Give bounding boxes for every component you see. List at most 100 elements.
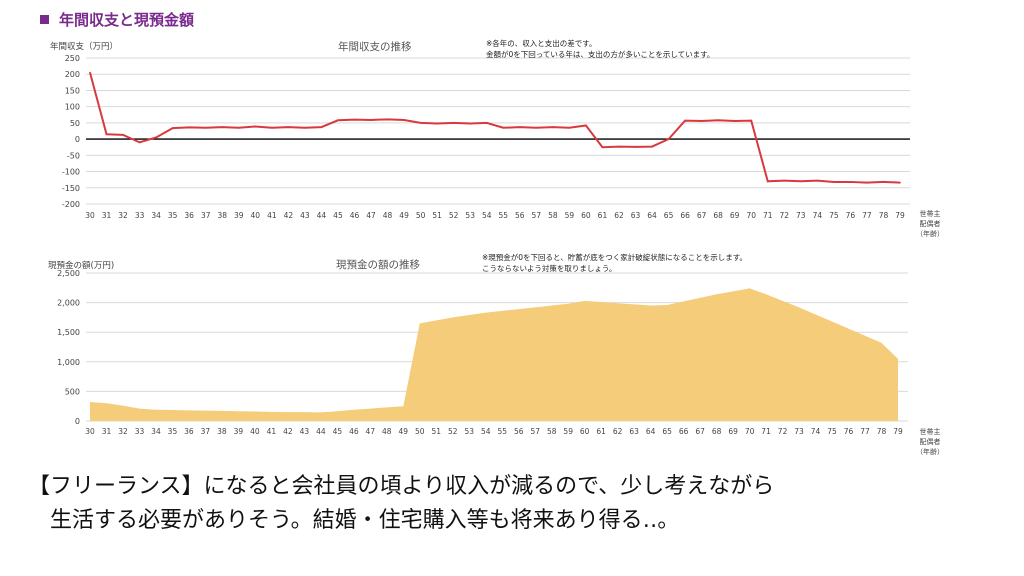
x-tick-label: 44	[316, 427, 326, 436]
x-tick-label: 46	[349, 427, 359, 436]
x-tick-label: 40	[251, 211, 261, 220]
x-tick-label: 53	[465, 211, 475, 220]
data-point	[436, 122, 438, 125]
x-tick-label: 36	[184, 211, 194, 220]
x-tick-label: 71	[761, 427, 771, 436]
y-tick-label: 1,000	[57, 358, 80, 367]
x-tick-label: 32	[118, 427, 128, 436]
data-point	[899, 181, 901, 184]
x-tick-label: 66	[679, 427, 689, 436]
x-tick-label: 59	[565, 211, 575, 220]
data-point	[552, 126, 554, 128]
x-tick-label: 75	[827, 427, 837, 436]
balance-line	[89, 72, 901, 184]
x-tick-label: 51	[432, 211, 442, 220]
data-point	[700, 120, 703, 122]
x-tick-label: 37	[201, 211, 211, 220]
x-tick-label: 33	[135, 427, 145, 436]
x-tick-label: 75	[829, 211, 839, 220]
x-tick-label: 54	[482, 211, 492, 220]
data-point	[171, 127, 174, 129]
data-point	[651, 145, 653, 148]
chart-note-line: 金額が0を下回っている年は、支出の方が多いことを示しています。	[486, 49, 714, 59]
data-point	[403, 119, 405, 121]
y-tick-label: -200	[62, 200, 80, 209]
x-tick-label: 57	[530, 427, 540, 436]
x-tick-label: 56	[515, 211, 525, 220]
page-title-text: 年間収支と現預金額	[59, 11, 195, 29]
y-tick-label: 50	[70, 119, 80, 128]
data-point	[287, 126, 290, 128]
x-tick-label: 78	[877, 427, 887, 436]
data-point	[370, 119, 372, 121]
caption-line-1: 【フリーランス】になると会社員の頃より収入が減るので、少し考えながら	[28, 474, 775, 499]
x-tick-label: 77	[860, 427, 870, 436]
title-square-icon	[40, 15, 49, 24]
x-tick-label: 41	[267, 211, 277, 220]
x-tick-label: 44	[317, 211, 327, 220]
y-axis-title: 年間収支（万円）	[50, 41, 118, 52]
x-tick-label: 34	[151, 211, 161, 220]
data-point	[271, 126, 273, 129]
x-tick-label: 36	[184, 427, 194, 436]
data-point	[866, 181, 868, 184]
x-tick-label: 56	[514, 427, 524, 436]
x-tick-label: 67	[695, 427, 705, 436]
x-tick-label: 45	[333, 427, 343, 436]
x-tick-label: 69	[730, 211, 740, 220]
y-tick-label: 200	[65, 70, 80, 79]
data-point	[105, 133, 108, 136]
x-tick-label: 64	[647, 211, 657, 220]
x-tick-label: 76	[846, 211, 856, 220]
x-tick-label: 74	[811, 427, 821, 436]
x-tick-label: 79	[893, 427, 903, 436]
x-tick-label: 72	[780, 211, 790, 220]
x-tick-label: 34	[151, 427, 161, 436]
x-tick-label: 69	[728, 427, 738, 436]
y-tick-label: -150	[62, 184, 80, 193]
x-tick-label: 52	[448, 427, 458, 436]
x-tick-label: 60	[581, 211, 591, 220]
x-tick-label: 52	[449, 211, 459, 220]
data-point	[138, 141, 141, 144]
x-tick-label: 47	[366, 427, 376, 436]
x-axis-title-line: （年齢）	[916, 229, 944, 238]
caption-line-2: 生活する必要がありそう。結婚・住宅購入等も将来あり得る‥。	[50, 508, 680, 533]
x-tick-label: 30	[85, 427, 95, 436]
data-point	[816, 179, 819, 182]
x-tick-label: 32	[118, 211, 128, 220]
data-point	[254, 125, 257, 128]
y-tick-label: 500	[65, 387, 80, 396]
cash-savings-area-chart: 0 500 1,000 1,500 2,000 2,500 30 31 32 33 34 35 36 37…	[48, 252, 944, 456]
x-tick-label: 31	[102, 211, 112, 220]
data-point	[237, 126, 240, 129]
x-tick-label: 63	[631, 211, 641, 220]
data-point	[750, 119, 753, 122]
x-tick-label: 38	[217, 427, 227, 436]
y-axis-title: 現預金の額(万円)	[48, 260, 114, 271]
x-tick-label: 31	[102, 427, 112, 436]
x-tick-label: 43	[300, 427, 310, 436]
x-tick-label: 79	[895, 211, 905, 220]
x-tick-label: 70	[745, 427, 755, 436]
x-tick-label: 42	[283, 427, 293, 436]
data-point	[849, 181, 852, 183]
y-tick-label: -50	[67, 151, 80, 160]
data-point	[320, 126, 323, 128]
x-tick-label: 53	[464, 427, 474, 436]
x-axis-title-line: 配偶者	[920, 219, 941, 228]
x-tick-label: 54	[481, 427, 491, 436]
y-tick-label: 250	[65, 54, 80, 63]
x-tick-label: 55	[498, 211, 508, 220]
x-tick-label: 76	[844, 427, 854, 436]
chart-note-line: ※各年の、収入と支出の差です。	[486, 38, 597, 48]
x-tick-label: 42	[284, 211, 294, 220]
x-tick-label: 65	[662, 427, 672, 436]
x-tick-label: 41	[267, 427, 277, 436]
x-tick-label: 38	[217, 211, 227, 220]
x-tick-label: 46	[350, 211, 360, 220]
x-tick-label: 35	[168, 427, 178, 436]
x-tick-label: 60	[580, 427, 590, 436]
x-tick-label: 50	[415, 427, 425, 436]
data-point	[188, 126, 190, 129]
